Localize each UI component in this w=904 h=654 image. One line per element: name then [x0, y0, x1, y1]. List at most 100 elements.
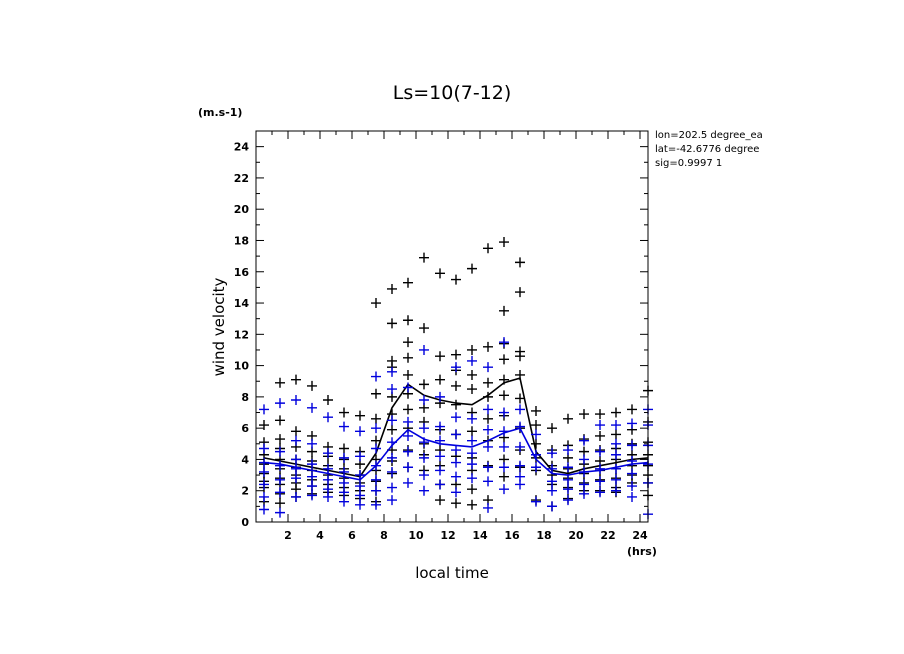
- data-point: [275, 507, 285, 518]
- data-point: [611, 463, 621, 474]
- data-point: [419, 485, 429, 496]
- data-point: [499, 484, 509, 495]
- data-point: [419, 252, 429, 263]
- x-tick-label: 4: [316, 529, 324, 542]
- data-point: [467, 448, 477, 459]
- data-point: [291, 454, 301, 465]
- data-point: [307, 481, 317, 492]
- y-tick-label: 22: [234, 172, 249, 185]
- y-tick-label: 16: [234, 266, 250, 279]
- data-point: [515, 421, 525, 432]
- data-point: [323, 491, 333, 502]
- data-point: [483, 462, 493, 473]
- data-point: [403, 477, 413, 488]
- data-point: [435, 268, 445, 279]
- data-point: [435, 479, 445, 490]
- y-tick-label: 2: [241, 485, 249, 498]
- data-point: [515, 479, 525, 490]
- data-point: [403, 462, 413, 473]
- data-point: [467, 459, 477, 470]
- data-point: [387, 415, 397, 426]
- data-point: [515, 404, 525, 415]
- data-point: [307, 380, 317, 391]
- data-point: [371, 474, 381, 485]
- data-point: [547, 476, 557, 487]
- data-point: [483, 424, 493, 435]
- data-point: [611, 429, 621, 440]
- data-point: [547, 463, 557, 474]
- y-axis-label: wind velocity: [210, 277, 228, 376]
- data-point: [403, 430, 413, 441]
- data-point: [451, 487, 461, 498]
- data-point: [547, 485, 557, 496]
- y-tick-label: 8: [241, 391, 249, 404]
- data-point: [403, 404, 413, 415]
- data-point: [387, 283, 397, 294]
- data-point: [291, 473, 301, 484]
- data-point: [467, 435, 477, 446]
- data-point: [467, 263, 477, 274]
- data-point: [275, 398, 285, 409]
- data-point: [499, 305, 509, 316]
- data-point: [595, 409, 605, 420]
- data-point: [563, 445, 573, 456]
- plot-area: [259, 237, 653, 520]
- data-point: [323, 395, 333, 406]
- data-point: [499, 441, 509, 452]
- x-tick-label: 16: [504, 529, 520, 542]
- x-tick-label: 6: [348, 529, 356, 542]
- data-point: [307, 471, 317, 482]
- data-point: [259, 466, 269, 477]
- data-point: [531, 496, 541, 507]
- y-tick-label: 0: [241, 516, 249, 529]
- data-point: [627, 491, 637, 502]
- data-point: [403, 315, 413, 326]
- y-tick-label: 12: [234, 328, 249, 341]
- x-tick-label: 10: [408, 529, 424, 542]
- data-point: [419, 395, 429, 406]
- data-point: [515, 287, 525, 298]
- data-point: [515, 441, 525, 452]
- x-unit-label: (hrs): [627, 545, 657, 558]
- data-point: [611, 449, 621, 460]
- data-point: [531, 405, 541, 416]
- data-point: [483, 404, 493, 415]
- data-point: [403, 352, 413, 363]
- data-point: [531, 429, 541, 440]
- x-tick-label: 22: [600, 529, 615, 542]
- data-point: [403, 382, 413, 393]
- data-point: [275, 498, 285, 509]
- data-point: [435, 351, 445, 362]
- data-point: [371, 371, 381, 382]
- data-point: [435, 451, 445, 462]
- data-point: [451, 445, 461, 456]
- data-point: [467, 499, 477, 510]
- data-point: [467, 344, 477, 355]
- data-point: [275, 377, 285, 388]
- data-point: [579, 479, 589, 490]
- data-point: [259, 504, 269, 515]
- data-point: [451, 471, 461, 482]
- data-point: [547, 501, 557, 512]
- data-point: [611, 474, 621, 485]
- data-point: [611, 485, 621, 496]
- x-tick-label: 8: [380, 529, 388, 542]
- data-point: [259, 491, 269, 502]
- data-point: [339, 466, 349, 477]
- data-point: [515, 393, 525, 404]
- data-point: [627, 468, 637, 479]
- data-point: [387, 318, 397, 329]
- x-tick-label: 2: [284, 529, 292, 542]
- data-point: [387, 466, 397, 477]
- info-lon: lon=202.5 degree_ea: [655, 130, 763, 141]
- x-axis-label: local time: [415, 564, 489, 582]
- data-point: [291, 463, 301, 474]
- data-point: [611, 420, 621, 431]
- data-point: [275, 434, 285, 445]
- data-point: [595, 420, 605, 431]
- x-tick-label: 24: [632, 529, 648, 542]
- data-point: [515, 460, 525, 471]
- data-point: [387, 495, 397, 506]
- data-point: [307, 402, 317, 413]
